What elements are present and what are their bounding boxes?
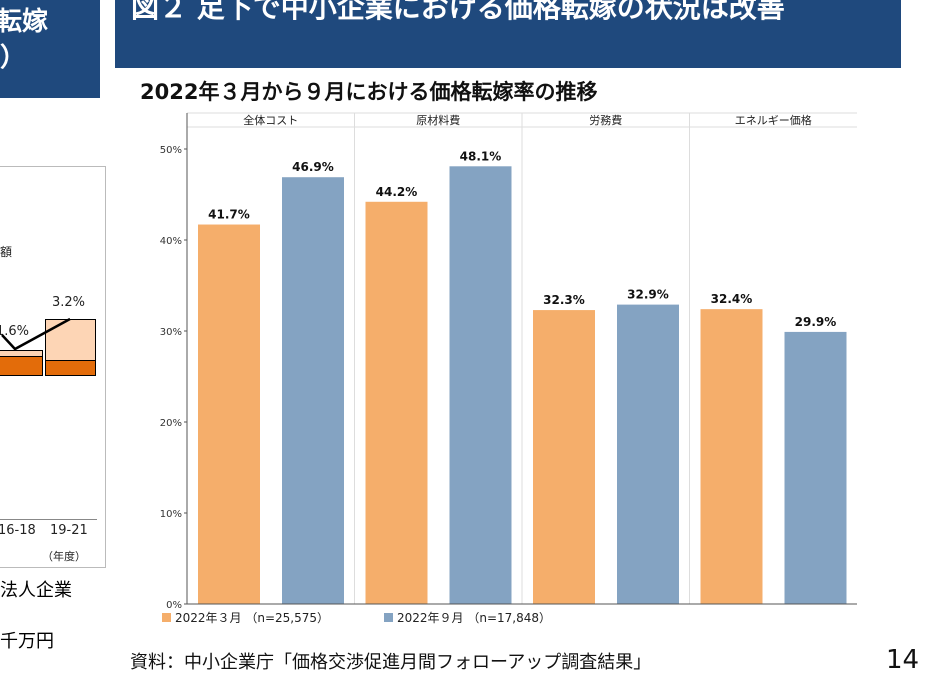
left-note: 千万円 — [0, 631, 54, 652]
bar — [617, 304, 679, 604]
data-label: 32.9% — [627, 288, 669, 302]
data-label: 32.4% — [711, 292, 753, 306]
bar — [784, 331, 847, 604]
page-number: 14 — [886, 645, 920, 675]
left-tick: 19-21 — [50, 523, 88, 538]
bar — [700, 309, 763, 604]
y-tick-label: 40% — [160, 236, 182, 247]
legend-label: 2022年３月 （n=25,575） — [175, 611, 329, 625]
left-value: 3.2% — [52, 295, 86, 310]
bar — [365, 201, 428, 604]
legend-swatch — [162, 613, 171, 622]
left-axis — [0, 519, 97, 520]
facet-label: エネルギー価格 — [735, 113, 812, 127]
bar — [198, 224, 260, 604]
left-bar-bottom — [0, 356, 43, 376]
left-bar-bottom — [45, 360, 96, 376]
source-note: 資料：中小企業庁「価格交渉促進月間フォローアップ調査結果」 — [130, 652, 652, 673]
bar — [282, 177, 344, 604]
y-tick-label: 50% — [160, 145, 182, 156]
legend-label: 2022年９月 （n=17,848） — [397, 611, 551, 625]
y-tick-label: 0% — [166, 600, 182, 611]
left-note: 法人企業 — [0, 580, 72, 601]
slide-title-text: 図２ 足下で中小企業における価格転嫁の状況は改善 — [131, 0, 785, 24]
left-value: 1.6% — [0, 324, 30, 339]
data-label: 41.7% — [208, 208, 250, 222]
y-tick-label: 30% — [160, 327, 182, 338]
left-slide-title: 転嫁 ） — [0, 0, 100, 98]
slide-title: 図２ 足下で中小企業における価格転嫁の状況は改善 — [115, 0, 901, 68]
facet-label: 労務費 — [589, 113, 622, 127]
left-label: 額 — [0, 245, 13, 259]
left-line — [1, 317, 71, 351]
left-tick: 16-18 — [0, 523, 36, 538]
left-title-fragment: 転嫁 — [0, 7, 49, 37]
legend-swatch — [384, 613, 393, 622]
data-label: 46.9% — [292, 160, 334, 174]
chart-title: 2022年３月から９月における価格転嫁率の推移 — [140, 80, 598, 104]
facet-label: 原材料費 — [416, 113, 460, 127]
data-label: 29.9% — [795, 315, 837, 329]
data-label: 44.2% — [376, 185, 418, 199]
facet-label: 全体コスト — [243, 113, 298, 127]
bar — [533, 310, 595, 604]
left-title-fragment: ） — [0, 43, 27, 73]
left-partial-chart: 額 3.2% 1.6% 16-18 19-21 （年度） — [0, 166, 106, 568]
y-tick-label: 20% — [160, 418, 182, 429]
bar — [449, 166, 512, 605]
y-tick-label: 10% — [160, 509, 182, 520]
left-unit: （年度） — [42, 550, 86, 563]
data-label: 32.3% — [543, 293, 585, 307]
data-label: 48.1% — [460, 149, 502, 163]
